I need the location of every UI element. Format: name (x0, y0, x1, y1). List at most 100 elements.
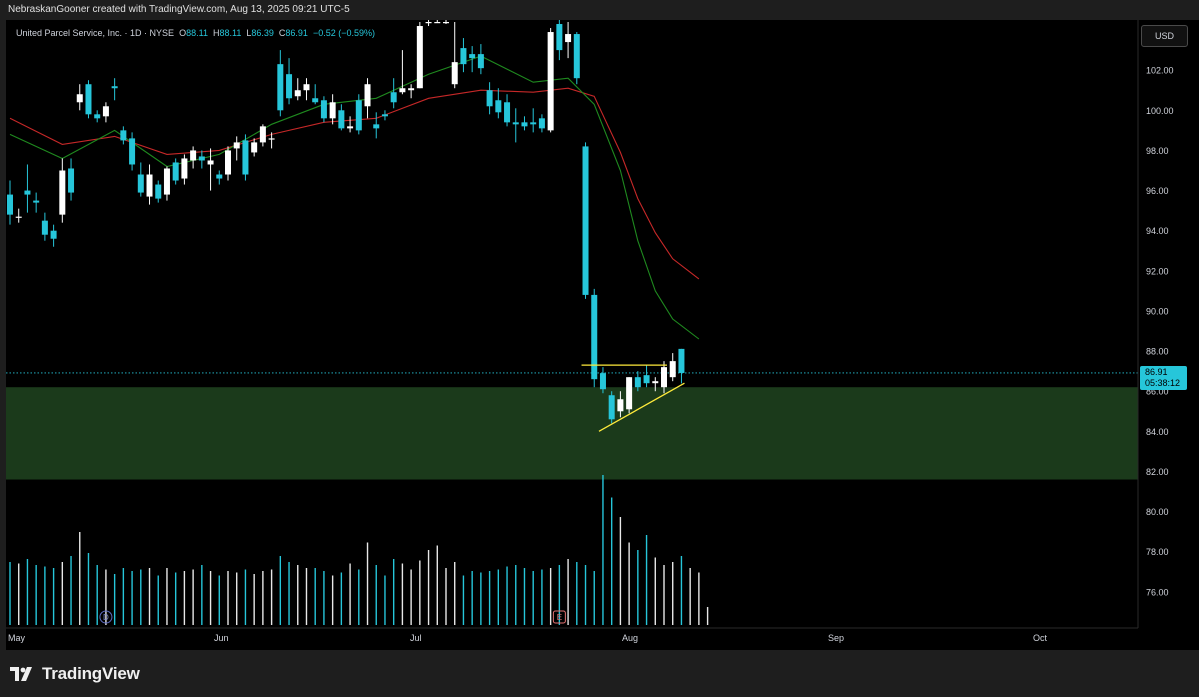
candle[interactable] (320, 100, 327, 119)
candle[interactable] (163, 168, 170, 195)
candle[interactable] (495, 100, 502, 113)
candle[interactable] (146, 174, 153, 197)
candle[interactable] (678, 348, 685, 373)
demand-zone[interactable] (6, 387, 1138, 480)
candle[interactable] (85, 84, 92, 115)
candle[interactable] (652, 381, 659, 384)
candle[interactable] (68, 168, 75, 193)
candle[interactable] (504, 102, 511, 123)
candle[interactable] (626, 377, 633, 410)
candle[interactable] (120, 130, 127, 141)
candle[interactable] (643, 375, 650, 384)
x-tick-label: Sep (828, 633, 844, 643)
candle[interactable] (512, 122, 519, 125)
candle[interactable] (33, 200, 40, 203)
candle[interactable] (530, 122, 537, 125)
high-value: 88.11 (219, 28, 242, 38)
candle[interactable] (181, 158, 188, 179)
candle[interactable] (565, 34, 572, 43)
candle[interactable] (434, 22, 441, 24)
candle[interactable] (190, 150, 197, 161)
candle[interactable] (137, 174, 144, 193)
candle[interactable] (408, 88, 415, 91)
candle[interactable] (486, 90, 493, 107)
candle[interactable] (50, 230, 57, 239)
candle[interactable] (373, 124, 380, 129)
candle[interactable] (390, 92, 397, 103)
currency-button[interactable]: USD (1141, 25, 1188, 47)
candle[interactable] (233, 142, 240, 149)
candle[interactable] (469, 54, 476, 59)
y-tick-label: 80.00 (1146, 507, 1169, 517)
tradingview-logo-icon (10, 667, 32, 681)
candle[interactable] (364, 84, 371, 107)
candle[interactable] (399, 88, 406, 93)
candle[interactable] (129, 138, 136, 165)
candle[interactable] (347, 126, 354, 129)
candle[interactable] (303, 84, 310, 91)
candle[interactable] (312, 98, 319, 103)
symbol-legend: United Parcel Service, Inc. · 1D · NYSE … (16, 28, 375, 38)
candle[interactable] (198, 156, 205, 161)
candle[interactable] (591, 294, 598, 380)
y-tick-label: 82.00 (1146, 467, 1169, 477)
candle[interactable] (294, 90, 301, 97)
candle[interactable] (573, 34, 580, 79)
dividend-marker[interactable] (99, 610, 113, 624)
candle[interactable] (216, 174, 223, 179)
candle[interactable] (102, 106, 109, 117)
x-tick-label: Jul (410, 633, 422, 643)
candle[interactable] (538, 118, 545, 129)
y-tick-label: 98.00 (1146, 146, 1169, 156)
candle[interactable] (24, 190, 31, 195)
candle[interactable] (477, 54, 484, 69)
candle[interactable] (259, 126, 266, 143)
candle[interactable] (329, 102, 336, 119)
candle[interactable] (7, 194, 13, 215)
tradingview-logo[interactable]: TradingView (10, 663, 140, 685)
candle[interactable] (225, 150, 231, 175)
candle[interactable] (521, 122, 528, 127)
candle[interactable] (582, 146, 589, 295)
candle[interactable] (608, 395, 615, 420)
candle[interactable] (41, 220, 48, 235)
candle[interactable] (556, 24, 563, 51)
y-tick-label: 84.00 (1146, 427, 1169, 437)
candle[interactable] (669, 361, 676, 378)
candle[interactable] (381, 114, 388, 117)
candle[interactable] (111, 86, 118, 89)
candle[interactable] (425, 22, 432, 24)
candle[interactable] (172, 162, 179, 181)
earnings-marker[interactable] (552, 610, 566, 624)
candle[interactable] (599, 373, 606, 390)
y-tick-label: 88.00 (1146, 347, 1169, 357)
candle[interactable] (338, 110, 345, 129)
candle[interactable] (355, 100, 362, 131)
candle[interactable] (617, 399, 624, 412)
candle[interactable] (15, 216, 22, 218)
candle[interactable] (547, 32, 554, 131)
candle[interactable] (251, 142, 258, 153)
candle[interactable] (207, 160, 214, 165)
candle[interactable] (155, 184, 162, 199)
candle[interactable] (242, 140, 249, 175)
symbol-name: United Parcel Service, Inc. · 1D · NYSE (16, 28, 175, 38)
attribution-text: NebraskanGooner created with TradingView… (8, 4, 350, 15)
candle[interactable] (76, 94, 83, 103)
close-label: C (278, 28, 286, 38)
candle[interactable] (59, 170, 66, 215)
candle[interactable] (443, 22, 449, 24)
candle[interactable] (451, 62, 458, 85)
candle[interactable] (460, 48, 467, 65)
candle[interactable] (286, 74, 293, 99)
candle[interactable] (277, 64, 284, 111)
x-tick-label: Jun (214, 633, 229, 643)
candle[interactable] (268, 138, 275, 140)
candle[interactable] (661, 367, 667, 388)
candle[interactable] (634, 377, 641, 388)
low-value: 86.39 (251, 28, 274, 38)
trendline-support[interactable] (598, 382, 685, 432)
candle[interactable] (416, 26, 423, 89)
candle[interactable] (94, 114, 101, 119)
